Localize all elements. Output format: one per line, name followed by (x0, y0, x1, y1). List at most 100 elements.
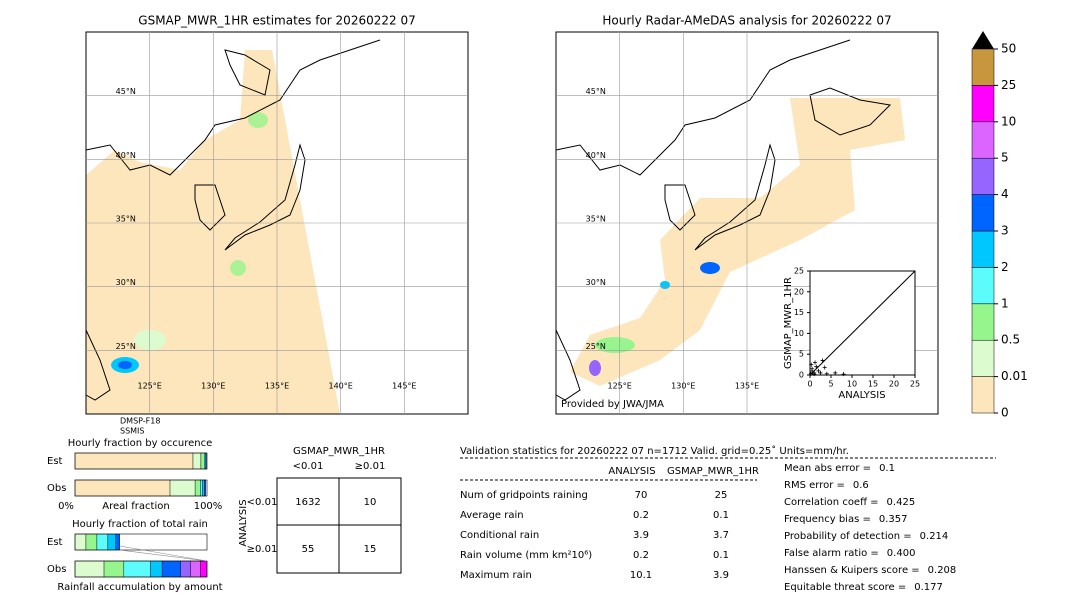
stat-value: 0.1 (713, 510, 729, 521)
colorbar-label: 2 (1001, 260, 1009, 274)
lat-label: 35°N (116, 215, 136, 224)
lon-label: 135°E (735, 382, 759, 391)
fraction-segment (85, 533, 98, 551)
lon-label: 125°E (608, 382, 632, 391)
fraction-segment (205, 452, 207, 470)
row-title: ANALYSIS (238, 499, 249, 546)
x-tick-label: 15 (868, 380, 878, 389)
colorbar-bin (971, 267, 995, 305)
fraction-segment (107, 533, 116, 551)
score-value: 0.400 (887, 548, 916, 559)
fraction-segment (150, 560, 163, 578)
point (810, 366, 815, 371)
lat-label: 45°N (586, 87, 606, 96)
lon-label: 145°E (392, 382, 416, 391)
axis-title: Areal fraction (102, 501, 169, 512)
x-tick-label: 20 (889, 380, 899, 389)
stat-label: Conditional rain (460, 530, 539, 541)
rain-patch (118, 361, 132, 369)
fraction-segment (103, 560, 125, 578)
row-label: Obs (47, 483, 66, 494)
fraction-segment (123, 560, 151, 578)
point (808, 371, 813, 376)
score-value: 0.177 (914, 582, 943, 593)
stat-label: Num of gridpoints raining (460, 490, 588, 501)
score-label: Equitable threat score = (784, 582, 906, 593)
lon-label: 130°E (201, 382, 225, 391)
rain-patch (248, 112, 268, 128)
x-tick-label: 5 (828, 380, 833, 389)
fraction-segment (200, 452, 205, 470)
score-label: Frequency bias = (784, 514, 871, 525)
y-tick-label: 10 (794, 329, 804, 338)
row-label: Est (47, 456, 63, 467)
colorbar-bin (971, 339, 995, 377)
x-tick-label: 10 (847, 380, 857, 389)
table-title: GSMAP_MWR_1HR (293, 446, 385, 457)
coastline (85, 39, 381, 401)
score-label: RMS error = (784, 480, 845, 491)
stat-label: Maximum rain (460, 570, 532, 581)
right-map-grid: 125°E 130°E 135°E 45°N 40°N 35°N 30°N 25°N (556, 32, 938, 414)
point (812, 372, 817, 377)
map-title: GSMAP_MWR_1HR estimates for 20260222 07 (138, 14, 415, 28)
fraction-bars: Hourly fraction by occurence Est Obs 0% Area… (47, 438, 223, 593)
fraction-segment (96, 533, 109, 551)
colorbar-label: 0.5 (1001, 333, 1020, 347)
point (822, 365, 827, 370)
row-label: ≥0.01 (247, 544, 278, 555)
fraction-segment (190, 560, 201, 578)
stat-label: Rain volume (mm km²10⁶) (460, 550, 592, 561)
rain-patch (134, 330, 166, 350)
row-label: Est (47, 537, 63, 548)
x-tick-label: 0 (807, 380, 812, 389)
score-label: False alarm ratio = (784, 548, 879, 559)
axis-title: Rainfall accumulation by amount (57, 582, 222, 593)
lat-label: 25°N (116, 342, 136, 351)
point (809, 362, 814, 367)
colorbar-bin (971, 85, 995, 123)
colorbar-label: 3 (1001, 224, 1009, 238)
cell: 55 (302, 544, 315, 555)
validation-header: Validation statistics for 20260222 07 n=… (460, 445, 849, 457)
point (824, 371, 829, 376)
score-label: Mean abs error = (784, 463, 871, 474)
col-label: ≥0.01 (355, 461, 386, 472)
colorbar-label: 0 (1001, 406, 1009, 420)
map-title: Hourly Radar-AMeDAS analysis for 2026022… (602, 14, 891, 28)
colorbar-label: 25 (1001, 78, 1016, 92)
lat-label: 30°N (116, 278, 136, 287)
fraction-segment (200, 560, 208, 578)
stat-value: 0.2 (633, 550, 649, 561)
stat-value: 25 (715, 490, 728, 501)
point (816, 368, 821, 373)
score-label: Correlation coeff = (784, 497, 879, 508)
bars-title: Hourly fraction by occurence (68, 438, 212, 449)
lon-label: 130°E (671, 382, 695, 391)
fraction-segment (115, 533, 120, 551)
bar-frame (74, 560, 208, 578)
fraction-segment (202, 479, 205, 497)
fraction-segment (161, 560, 181, 578)
stat-value: 3.9 (713, 570, 729, 581)
coastline (555, 39, 892, 401)
colorbar-label: 10 (1001, 114, 1016, 128)
connector (119, 549, 208, 562)
point (820, 358, 825, 363)
scatter: 0 5 10 15 20 25 0 5 10 15 20 25 ANALYSIS GSMAP_MWR_1H… (783, 267, 920, 402)
y-tick-label: 5 (799, 350, 804, 359)
point (833, 370, 838, 375)
stat-value: 3.9 (633, 530, 649, 541)
rain-patch (230, 260, 246, 276)
credit: Provided by JWA/JMA (561, 399, 664, 410)
fraction-segment (192, 452, 202, 470)
colorbar-label: 4 (1001, 187, 1009, 201)
bar-frame (74, 452, 208, 470)
bar-frame (74, 533, 208, 551)
axis-max: 100% (194, 501, 223, 512)
colorbar-bin (971, 230, 995, 268)
colorbar: 0 0.01 0.5 1 2 3 4 5 10 25 50 (971, 31, 1028, 420)
score-value: 0.357 (879, 514, 908, 525)
score-value: 0.425 (887, 497, 916, 508)
